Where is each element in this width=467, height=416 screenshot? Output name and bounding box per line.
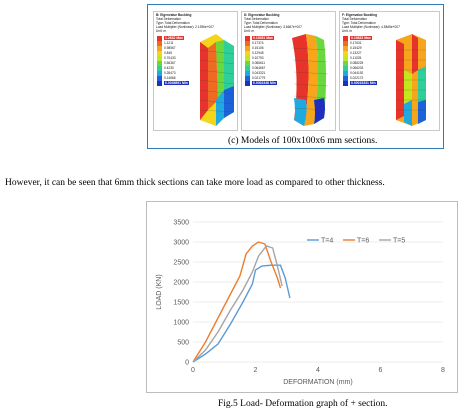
x-tick-label: 8 bbox=[441, 367, 445, 374]
load-deformation-chart: 0 500 1000 1500 2000 2500 3000 3500 0 2 4 6 8 DEFORMA… bbox=[146, 201, 458, 393]
min-label: 0.00015331 Min bbox=[350, 81, 377, 85]
legend-swatch bbox=[157, 76, 162, 81]
legend-swatch bbox=[245, 41, 250, 46]
legend-label: T=6 bbox=[357, 238, 369, 245]
legend-swatch bbox=[343, 76, 348, 81]
min-label: 0.0045891 Min bbox=[164, 81, 189, 85]
y-tick-label: 500 bbox=[177, 340, 189, 347]
series-line bbox=[192, 245, 283, 363]
legend-swatch bbox=[245, 61, 250, 66]
legend-swatch bbox=[245, 71, 250, 76]
deformed-column-model bbox=[396, 34, 426, 126]
sim-panel-line: Unit: m bbox=[342, 29, 353, 33]
legend-swatch bbox=[245, 51, 250, 56]
body-paragraph: However, it can be seen that 6mm thick s… bbox=[5, 178, 385, 188]
legend-swatch bbox=[245, 46, 250, 51]
legend-swatch bbox=[343, 81, 348, 86]
legend-swatch bbox=[157, 61, 162, 66]
sim-panel-title: F: Eigenvalue Buckling bbox=[342, 13, 378, 17]
fig5-caption: Fig.5 Load- Deformation graph of + secti… bbox=[218, 399, 388, 409]
legend-swatch bbox=[157, 41, 162, 46]
legend-levels: 0.17631 0.15429 0.13227 0.11025 0.088225 0.… bbox=[350, 41, 364, 80]
sim-panel-line: Load Multiplier (Nonlinear): 3.6667e+007 bbox=[244, 25, 302, 29]
simulation-figure-panel: B: Eigenvalue Buckling Total Deformation… bbox=[147, 4, 444, 149]
legend-swatch bbox=[343, 66, 348, 71]
color-legend bbox=[343, 36, 348, 86]
legend-levels: 0.17374 0.15106 0.12945 0.10793 0.086611 0.… bbox=[252, 41, 266, 80]
sim-panel-line: Type: Total Deformation bbox=[244, 21, 278, 25]
series-line bbox=[192, 264, 291, 363]
x-axis-label: DEFORMATION (mm) bbox=[283, 379, 352, 386]
y-axis-label: LOAD (KN) bbox=[156, 274, 163, 309]
legend-swatch bbox=[343, 61, 348, 66]
figure-caption: (c) Models of 100x100x6 mm sections. bbox=[228, 136, 378, 146]
sim-panel-line: Unit: m bbox=[244, 29, 255, 33]
sim-panel-d: D: Eigenvalue Buckling Total Deformation… bbox=[241, 11, 336, 131]
max-label: 0.19833 Max bbox=[350, 36, 372, 40]
series-line bbox=[192, 241, 282, 363]
legend-swatch bbox=[157, 51, 162, 56]
legend-swatch bbox=[343, 51, 348, 56]
legend-swatch bbox=[157, 66, 162, 71]
sim-panel-title: B: Eigenvalue Buckling bbox=[156, 13, 192, 17]
sim-panel-line: Total Deformation bbox=[156, 17, 181, 21]
sim-panel-line: Load Multiplier (Nonlinear): 2.1396e+007 bbox=[156, 25, 214, 29]
y-tick-label: 1000 bbox=[173, 320, 189, 327]
sim-panel-b: B: Eigenvalue Buckling Total Deformation… bbox=[153, 11, 238, 131]
legend-swatch bbox=[157, 81, 162, 86]
legend-swatch bbox=[343, 71, 348, 76]
sim-panel-line: Type: Total Deformation bbox=[342, 21, 376, 25]
legend-swatch bbox=[157, 56, 162, 61]
x-tick-label: 0 bbox=[191, 367, 195, 374]
y-tick-label: 0 bbox=[185, 360, 189, 367]
legend-swatch bbox=[157, 71, 162, 76]
legend-swatch bbox=[245, 76, 250, 81]
legend-label: T=4 bbox=[321, 238, 333, 245]
y-tick-label: 3000 bbox=[173, 240, 189, 247]
legend-swatch bbox=[245, 66, 250, 71]
legend-swatch bbox=[245, 36, 250, 41]
x-tick-label: 4 bbox=[316, 367, 320, 374]
max-label: 0.19451 Max bbox=[252, 36, 274, 40]
sim-panel-header: F: Eigenvalue Buckling Total Deformation… bbox=[342, 13, 400, 33]
y-tick-label: 3500 bbox=[173, 220, 189, 227]
y-tick-label: 1500 bbox=[173, 300, 189, 307]
y-tick-label: 2500 bbox=[173, 260, 189, 267]
x-tick-label: 2 bbox=[254, 367, 258, 374]
deformed-column-model bbox=[291, 34, 329, 126]
sim-panel-line: Load Multiplier (Nonlinear): 4.5845e+007 bbox=[342, 25, 400, 29]
sim-panel-header: B: Eigenvalue Buckling Total Deformation… bbox=[156, 13, 214, 33]
sim-panel-line: Total Deformation bbox=[342, 17, 367, 21]
legend-swatch bbox=[343, 36, 348, 41]
x-tick-label: 6 bbox=[379, 367, 383, 374]
legend-swatch bbox=[245, 56, 250, 61]
legend-swatch bbox=[157, 46, 162, 51]
legend-swatch bbox=[245, 81, 250, 86]
color-legend bbox=[157, 36, 162, 86]
deformed-column-model bbox=[199, 34, 235, 126]
max-label: 1.2632 Max bbox=[164, 36, 184, 40]
legend-swatch bbox=[157, 36, 162, 41]
y-tick-label: 2000 bbox=[173, 280, 189, 287]
sim-panel-line: Unit: m bbox=[156, 29, 167, 33]
legend-swatch bbox=[343, 56, 348, 61]
chart-canvas: 0 500 1000 1500 2000 2500 3000 3500 0 2 4 6 8 DEFORMA… bbox=[156, 220, 445, 387]
sim-panel-f: F: Eigenvalue Buckling Total Deformation… bbox=[339, 11, 440, 131]
legend-swatch bbox=[343, 41, 348, 46]
legend-levels: 1.1211 0.98567 0.845 0.70433 0.56367 0.4230… bbox=[164, 41, 176, 80]
legend-swatch bbox=[343, 46, 348, 51]
sim-panel-line: Type: Total Deformation bbox=[156, 21, 190, 25]
sim-panel-title: D: Eigenvalue Buckling bbox=[244, 13, 280, 17]
sim-panel-line: Total Deformation bbox=[244, 17, 269, 21]
min-label: 0.0002348 Min bbox=[252, 81, 277, 85]
legend-label: T=5 bbox=[393, 238, 405, 245]
color-legend bbox=[245, 36, 250, 86]
sim-panel-header: D: Eigenvalue Buckling Total Deformation… bbox=[244, 13, 302, 33]
